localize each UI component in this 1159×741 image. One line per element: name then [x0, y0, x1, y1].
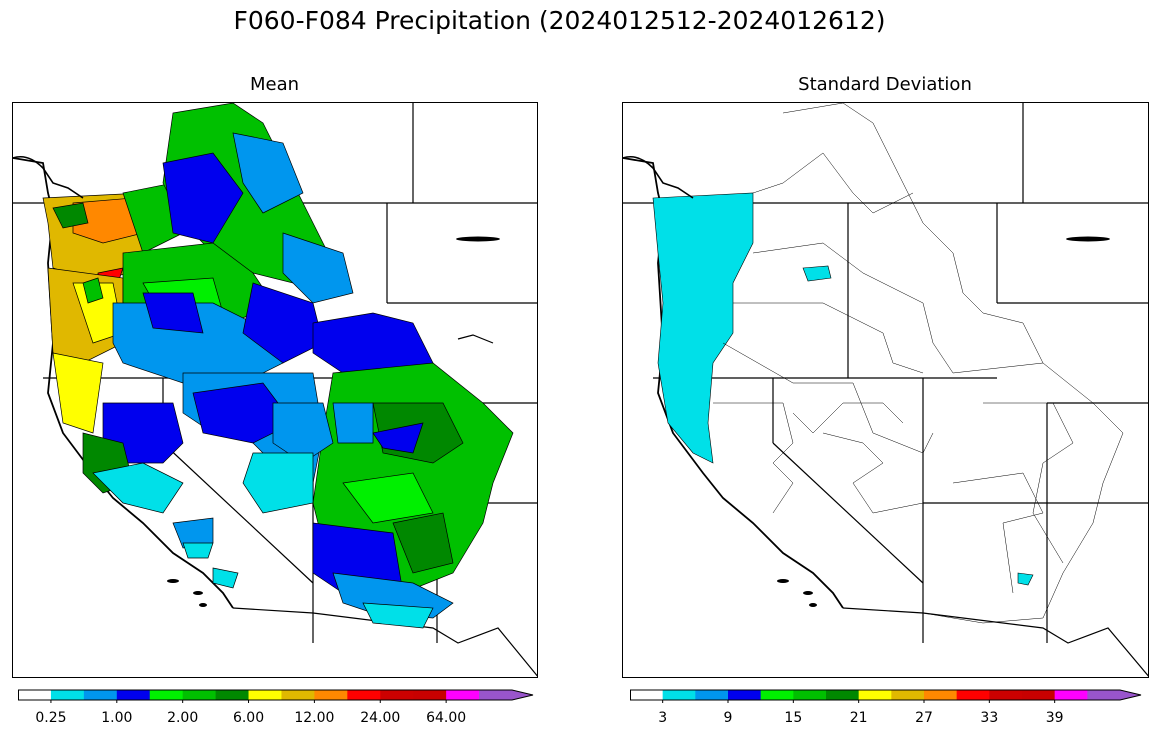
- mean-colorbar-tick: 2.00: [167, 710, 199, 726]
- colorbar-segment: [891, 690, 925, 700]
- colorbar-segment: [314, 690, 348, 700]
- colorbar-outline: [18, 689, 534, 701]
- colorbar-segment: [956, 690, 990, 700]
- std-colorbar-ticks: 3 9 15 21 27 33 39: [630, 710, 1142, 730]
- mean-colorbar-ticks: 0.25 1.00 2.00 6.00 12.00 24.00 64.00: [18, 710, 534, 730]
- colorbar-segment: [989, 690, 1023, 700]
- std-colorbar-tick: 33: [980, 710, 999, 726]
- colorbar-segment: [18, 690, 52, 700]
- colorbar-segment: [347, 690, 381, 700]
- colorbar-segment: [728, 690, 762, 700]
- mean-colorbar-tick: 24.00: [360, 710, 401, 726]
- colorbar-segment: [116, 690, 151, 700]
- std-colorbar-tick: 27: [915, 710, 933, 726]
- colorbar-outline: [630, 689, 1142, 701]
- colorbar-segment: [380, 690, 414, 700]
- colorbar-segment: [248, 690, 282, 700]
- colorbar-segment: [215, 690, 250, 700]
- colorbar-segment: [662, 690, 696, 700]
- colorbar-segment: [446, 690, 480, 700]
- figure-title: F060-F084 Precipitation (2024012512-2024…: [233, 6, 886, 35]
- mean-precipitation-map: [12, 102, 538, 678]
- mean-colorbar-tick: 12.00: [294, 710, 335, 726]
- colorbar-segment: [413, 690, 447, 700]
- std-colorbar-tick: 9: [723, 710, 733, 726]
- std-colorbar-tick: 21: [849, 710, 868, 726]
- mean-map-graphic: [13, 103, 537, 677]
- std-map-graphic: [623, 103, 1148, 677]
- std-colorbar: [630, 689, 1142, 703]
- colorbar-segment: [182, 690, 217, 700]
- panel-title-standard-deviation: Standard Deviation: [798, 74, 972, 95]
- colorbar-segment: [826, 690, 860, 700]
- mean-colorbar: [18, 689, 534, 703]
- colorbar-segment: [479, 690, 533, 700]
- standard-deviation-map: [622, 102, 1149, 678]
- colorbar-segment: [924, 690, 958, 700]
- mean-colorbar-tick: 0.25: [35, 710, 67, 726]
- std-colorbar-tick: 15: [784, 710, 803, 726]
- colorbar-segment: [149, 690, 184, 700]
- std-colorbar-tick: 39: [1045, 710, 1064, 726]
- mean-colorbar-tick: 1.00: [101, 710, 133, 726]
- colorbar-segment: [760, 690, 794, 700]
- colorbar-segment: [1022, 690, 1056, 700]
- colorbar-segment: [630, 690, 664, 700]
- colorbar-segment: [858, 690, 892, 700]
- colorbar-segment: [793, 690, 827, 700]
- std-colorbar-tick: 3: [658, 710, 668, 726]
- colorbar-segment: [83, 690, 118, 700]
- colorbar-segment: [695, 690, 729, 700]
- colorbar-segment: [1054, 690, 1088, 700]
- colorbar-segment: [281, 690, 315, 700]
- colorbar-segment: [1087, 690, 1141, 700]
- mean-colorbar-tick: 64.00: [426, 710, 467, 726]
- colorbar-segment: [50, 690, 85, 700]
- panel-title-mean: Mean: [249, 74, 300, 95]
- mean-colorbar-tick: 6.00: [232, 710, 265, 726]
